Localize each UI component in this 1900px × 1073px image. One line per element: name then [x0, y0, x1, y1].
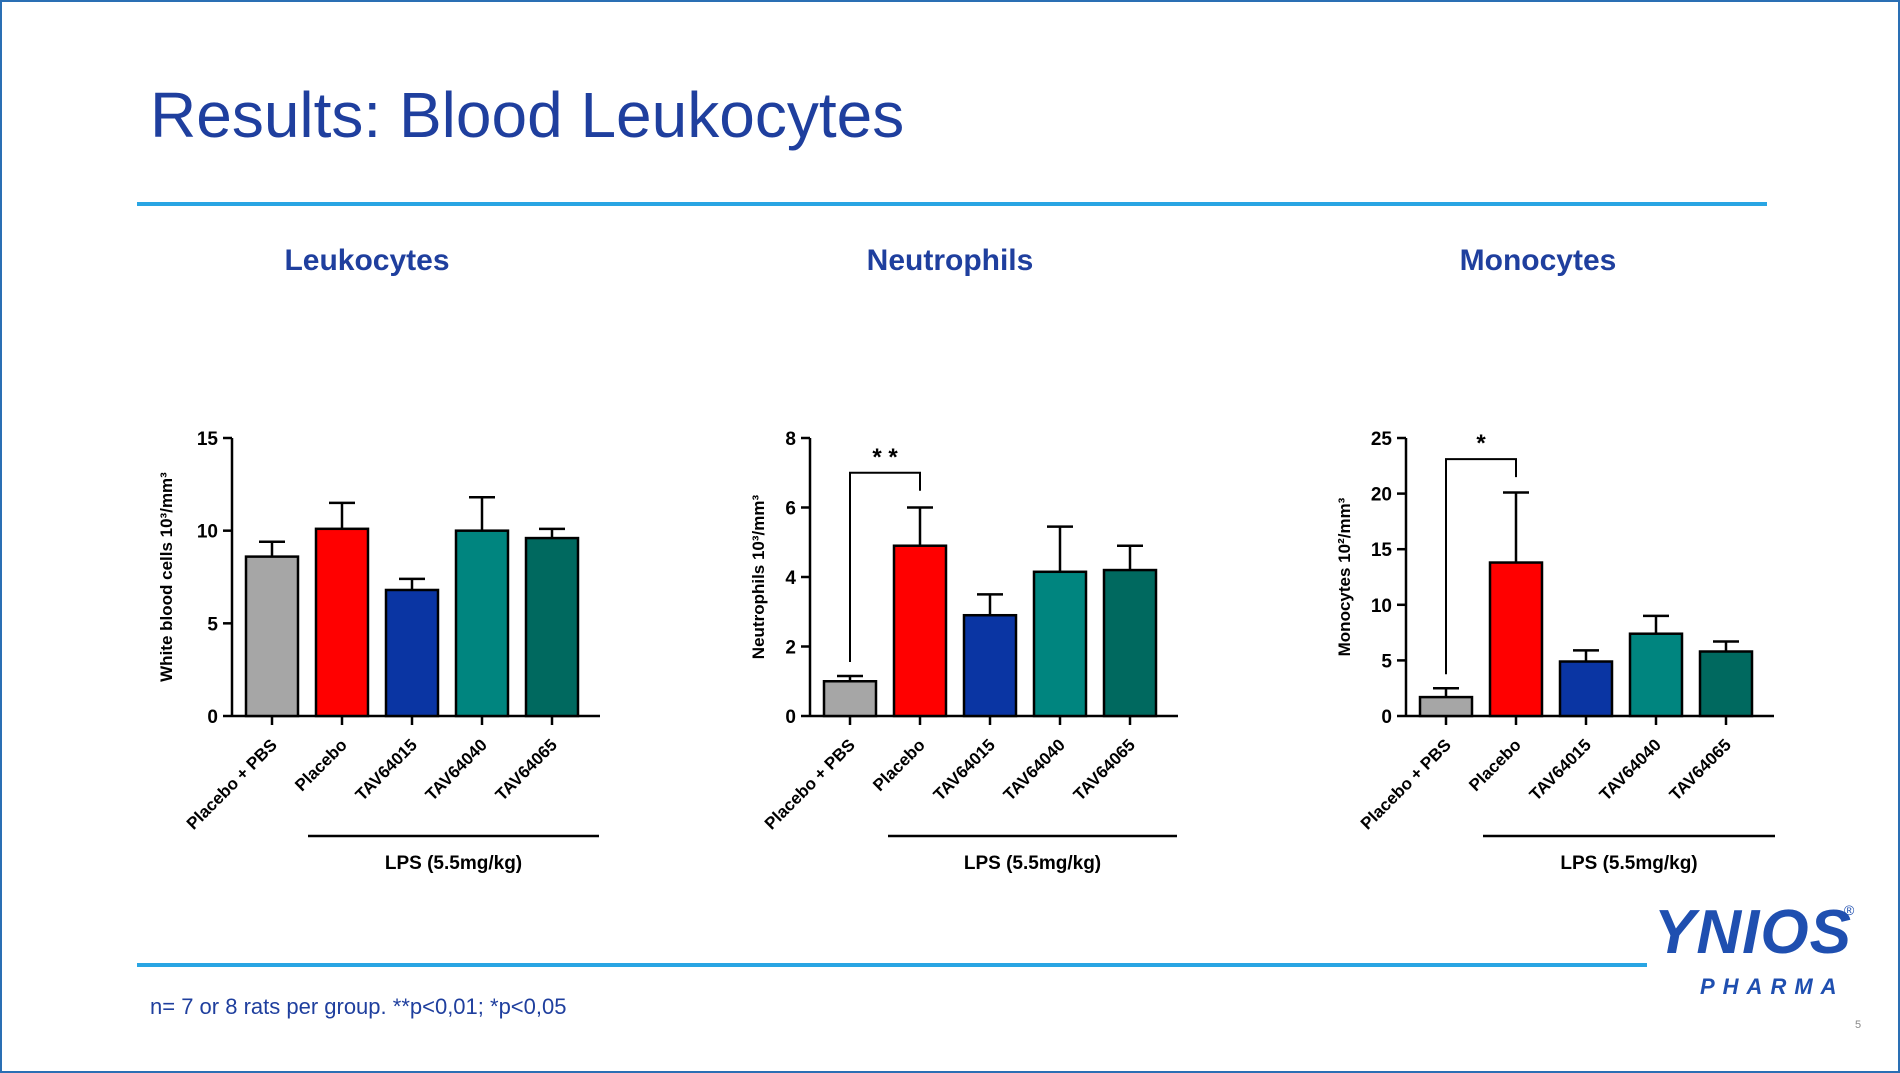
y-tick-label: 15: [1371, 540, 1393, 561]
category-label: TAV64065: [492, 735, 561, 804]
title-divider: [137, 202, 1767, 206]
y-tick-label: 25: [1371, 429, 1393, 450]
category-label: Placebo: [1465, 735, 1525, 795]
bar-3: [962, 613, 1018, 718]
bar-5: [1102, 568, 1158, 718]
bar-4: [1032, 570, 1088, 718]
significance-label: * *: [872, 444, 898, 471]
category-label: TAV64040: [1596, 735, 1665, 804]
y-tick-label: 4: [785, 568, 796, 589]
bar-2: [1488, 561, 1544, 718]
y-tick-label: 0: [785, 707, 796, 728]
category-label: Placebo + PBS: [761, 735, 859, 833]
y-tick-label: 5: [1381, 651, 1392, 672]
bar-3: [1558, 660, 1614, 718]
bar-1: [244, 555, 300, 718]
significance-bracket: [1445, 458, 1517, 675]
page-number: 5: [1855, 1019, 1862, 1031]
y-tick-label: 0: [1381, 707, 1392, 728]
slide-title: Results: Blood Leukocytes: [150, 79, 905, 151]
bar-4: [1628, 632, 1684, 718]
footnote: n= 7 or 8 rats per group. **p<0,01; *p<0…: [150, 994, 567, 1019]
y-tick-label: 0: [207, 707, 218, 728]
chart-title: Neutrophils: [867, 244, 1034, 277]
bar-5: [524, 536, 580, 718]
group-label: LPS (5.5mg/kg): [385, 853, 522, 874]
y-axis-label: White blood cells 10³/mm³: [157, 472, 176, 682]
bar-3: [384, 588, 440, 718]
chart-title: Leukocytes: [284, 244, 449, 277]
bar-5: [1698, 650, 1754, 718]
significance-label: *: [1476, 430, 1486, 457]
significance-bracket: [849, 471, 921, 663]
y-tick-label: 15: [197, 429, 219, 450]
category-label: Placebo: [869, 735, 929, 795]
category-label: TAV64015: [930, 735, 999, 804]
category-label: Placebo + PBS: [183, 735, 281, 833]
company-logo: YNIOS: [1654, 898, 1852, 967]
y-axis-label: Neutrophils 10³/mm³: [749, 494, 768, 659]
chart-panel-1: Leukocytes 0 5 10 15 White blood cells 10³/mm…: [157, 244, 600, 874]
category-label: TAV64015: [1526, 735, 1595, 804]
category-label: TAV64015: [352, 735, 421, 804]
bar-1: [822, 680, 878, 718]
y-tick-label: 5: [207, 614, 218, 635]
group-label: LPS (5.5mg/kg): [1560, 853, 1697, 874]
y-tick-label: 8: [785, 429, 796, 450]
y-axis-label: Monocytes 10²/mm³: [1335, 497, 1354, 656]
bar-2: [314, 527, 370, 718]
category-label: Placebo: [291, 735, 351, 795]
category-label: TAV64040: [1000, 735, 1069, 804]
bar-2: [892, 544, 948, 718]
logo-subtitle: PHARMA: [1700, 974, 1845, 999]
y-tick-label: 10: [1371, 596, 1392, 617]
chart-panel-3: Monocytes 0 5 10 15 20 25 Monocytes 10²/mm³ Plac…: [1335, 244, 1775, 874]
y-tick-label: 10: [197, 522, 218, 543]
y-tick-label: 6: [785, 499, 796, 520]
footer-divider: [137, 963, 1647, 967]
logo-registered-mark: ®: [1844, 902, 1855, 918]
bar-4: [454, 529, 510, 718]
y-tick-label: 20: [1371, 485, 1392, 506]
bar-1: [1418, 695, 1474, 718]
chart-title: Monocytes: [1460, 244, 1617, 277]
chart-panel-2: Neutrophils 0 2 4 6 8 Neutrophils 10³/mm³ Place…: [749, 244, 1178, 874]
category-label: Placebo + PBS: [1357, 735, 1455, 833]
y-tick-label: 2: [785, 638, 796, 659]
group-label: LPS (5.5mg/kg): [964, 853, 1101, 874]
category-label: TAV64040: [422, 735, 491, 804]
category-label: TAV64065: [1666, 735, 1735, 804]
category-label: TAV64065: [1070, 735, 1139, 804]
